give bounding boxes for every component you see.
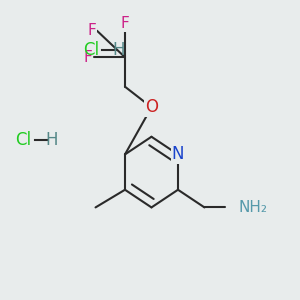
Text: H: H <box>45 131 58 149</box>
Text: F: F <box>83 50 92 65</box>
Text: N: N <box>172 146 184 164</box>
Text: Cl: Cl <box>83 41 99 59</box>
Text: NH₂: NH₂ <box>238 200 267 215</box>
Text: H: H <box>113 41 125 59</box>
Text: F: F <box>121 16 129 32</box>
Text: Cl: Cl <box>15 131 32 149</box>
Text: O: O <box>145 98 158 116</box>
Text: F: F <box>87 23 96 38</box>
